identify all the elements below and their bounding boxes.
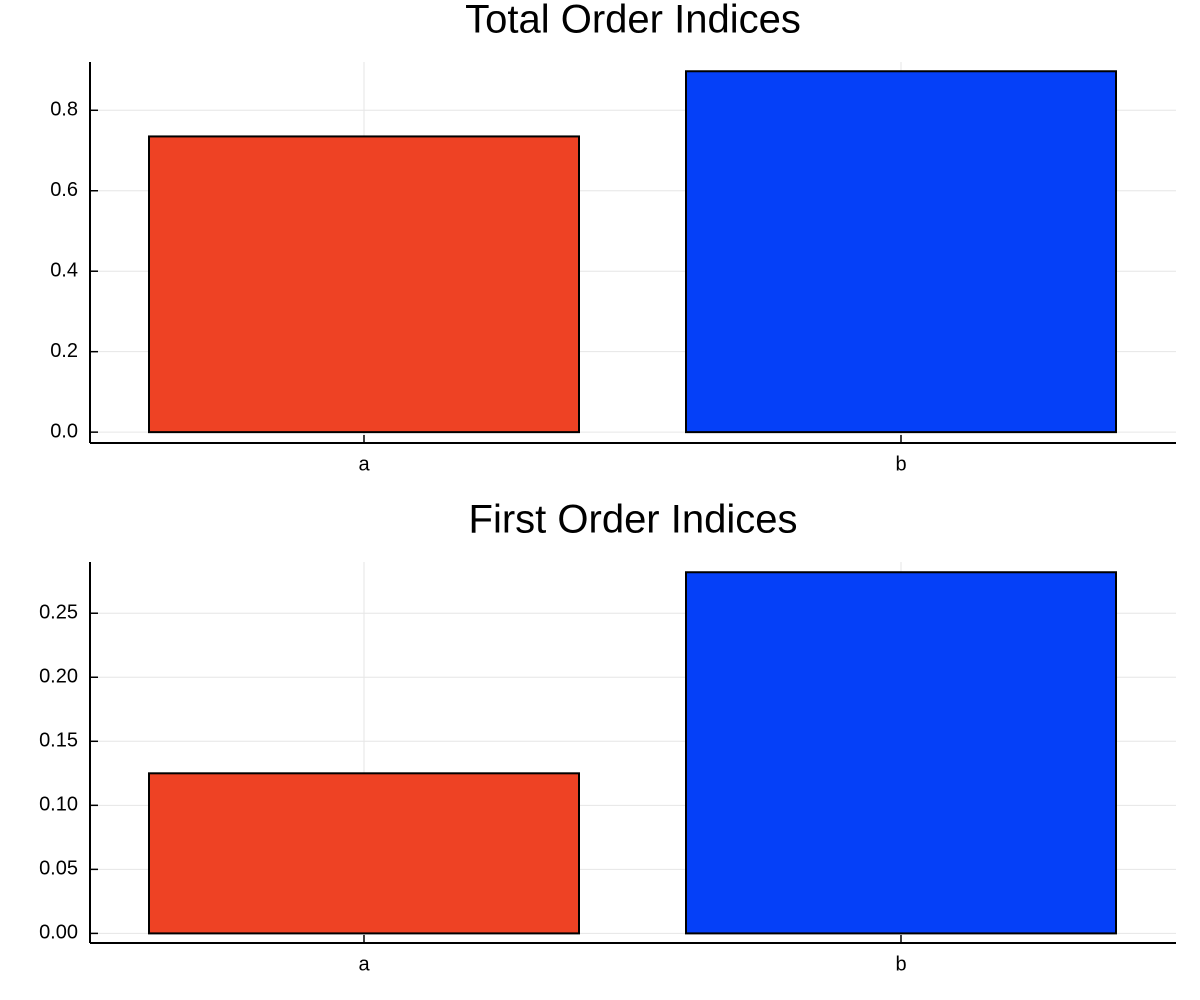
x-tick-label: a: [358, 453, 370, 475]
chart-title: First Order Indices: [469, 498, 798, 542]
chart-first-order: First Order Indices 0.00 0.05 0.10 0.15 0.20 0…: [39, 498, 1176, 975]
y-tick-label: 0.20: [39, 666, 78, 688]
y-tick-label: 0.4: [50, 259, 78, 281]
x-tick-label: a: [358, 953, 370, 975]
chart-title: Total Order Indices: [465, 0, 801, 42]
bar-a: [148, 772, 580, 935]
chart-total-order: Total Order Indices 0.0 0.2 0.4 0.6 0.8 a b: [50, 0, 1176, 475]
y-tick-label: 0.00: [39, 922, 78, 944]
y-tick-label: 0.10: [39, 794, 78, 816]
bar-b: [685, 70, 1117, 434]
y-tick-label: 0.2: [50, 340, 78, 362]
bar-b: [685, 571, 1117, 935]
x-tick-label: b: [895, 953, 906, 975]
bar-a: [148, 135, 580, 434]
y-tick-label: 0.25: [39, 602, 78, 624]
y-tick-label: 0.0: [50, 420, 78, 442]
y-tick-label: 0.15: [39, 730, 78, 752]
x-tick-label: b: [895, 453, 906, 475]
y-tick-label: 0.05: [39, 858, 78, 880]
y-tick-label: 0.6: [50, 179, 78, 201]
y-tick-label: 0.8: [50, 99, 78, 121]
